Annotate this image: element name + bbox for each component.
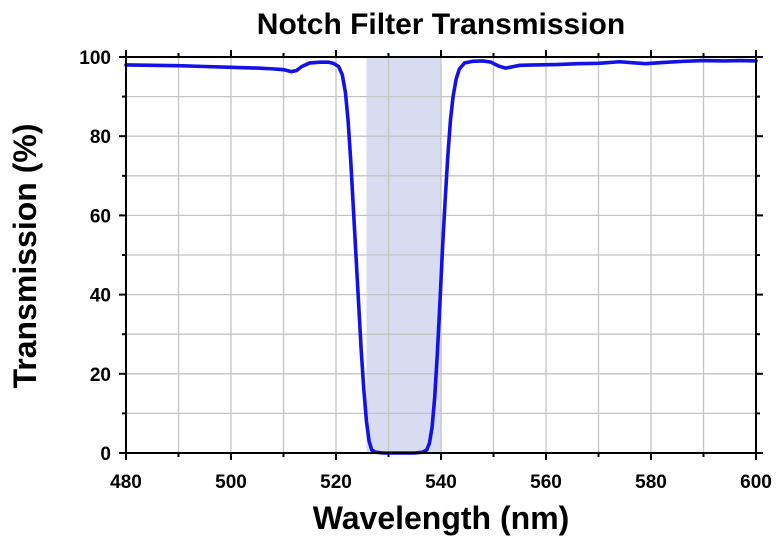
series-layer [124, 58, 758, 455]
tick-labels-layer: 480 500 520 540 560 580 600 0 20 40 60 80 100 [79, 48, 772, 493]
y-tick-label: 40 [90, 286, 111, 307]
chart-title: Notch Filter Transmission [257, 8, 625, 41]
y-tick-label: 60 [90, 206, 111, 227]
x-axis-label: Wavelength (nm) [313, 500, 570, 536]
x-tick-label: 520 [320, 472, 352, 493]
x-tick-label: 580 [635, 472, 667, 493]
x-tick-label: 480 [110, 472, 142, 493]
y-tick-label: 20 [90, 365, 111, 386]
y-tick-label: 0 [100, 444, 111, 465]
x-tick-label: 500 [215, 472, 247, 493]
series-line-0 [124, 58, 758, 455]
y-tick-label: 80 [90, 127, 111, 148]
y-axis-label: Transmission (%) [7, 124, 43, 389]
x-tick-label: 600 [740, 472, 772, 493]
x-tick-label: 560 [530, 472, 562, 493]
ticks-layer [119, 50, 763, 460]
x-tick-label: 540 [425, 472, 457, 493]
y-tick-label: 100 [79, 48, 111, 69]
